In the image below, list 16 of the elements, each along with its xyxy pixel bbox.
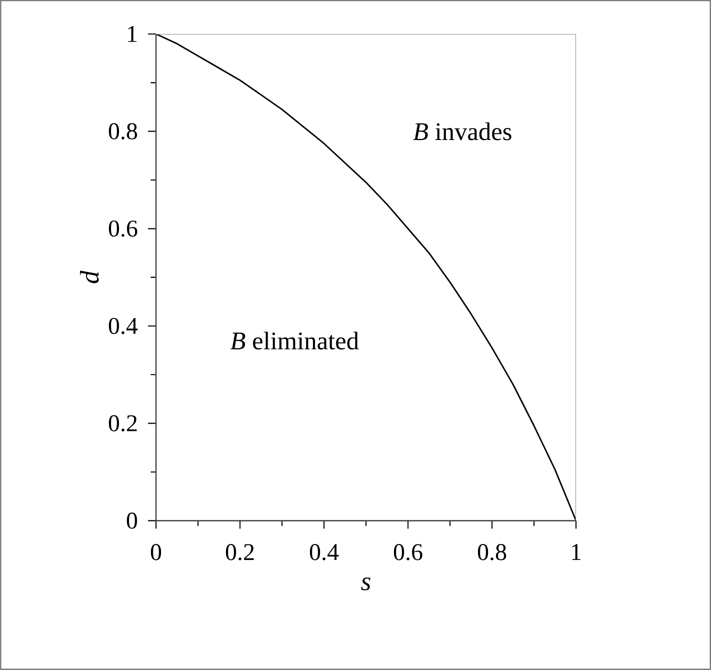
x-axis-title: s	[361, 577, 370, 590]
x-tick-label: 0.6	[394, 544, 422, 560]
x-tick-label: 0	[150, 544, 162, 560]
annotation: B invades	[413, 122, 512, 140]
y-tick-label: 1	[128, 26, 137, 42]
x-tick-label: 0.4	[310, 544, 339, 560]
y-tick-label: 0	[126, 512, 138, 529]
x-tick-label: 0.2	[226, 544, 254, 560]
y-tick-label: 0.4	[108, 318, 138, 334]
y-axis-title: d	[80, 270, 99, 284]
y-tick-label: 0.6	[108, 220, 138, 237]
x-tick-label: 0.8	[478, 544, 506, 560]
y-tick-label: 0.8	[108, 123, 138, 140]
y-tick-label: 0.2	[108, 415, 137, 432]
x-tick-label: 1	[572, 544, 581, 560]
annotation: B eliminated	[230, 332, 359, 350]
